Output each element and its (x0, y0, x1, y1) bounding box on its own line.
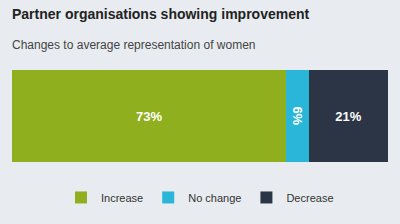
svg-text:No change: No change (188, 192, 241, 204)
svg-text:Decrease: Decrease (286, 192, 333, 204)
svg-text:Increase: Increase (101, 192, 143, 204)
svg-text:Partner organisations showing: Partner organisations showing improvemen… (12, 6, 310, 22)
svg-text:73%: 73% (136, 109, 162, 124)
svg-text:21%: 21% (335, 109, 361, 124)
svg-text:Changes to average representat: Changes to average representation of wom… (12, 38, 256, 52)
svg-text:6%: 6% (290, 106, 305, 125)
